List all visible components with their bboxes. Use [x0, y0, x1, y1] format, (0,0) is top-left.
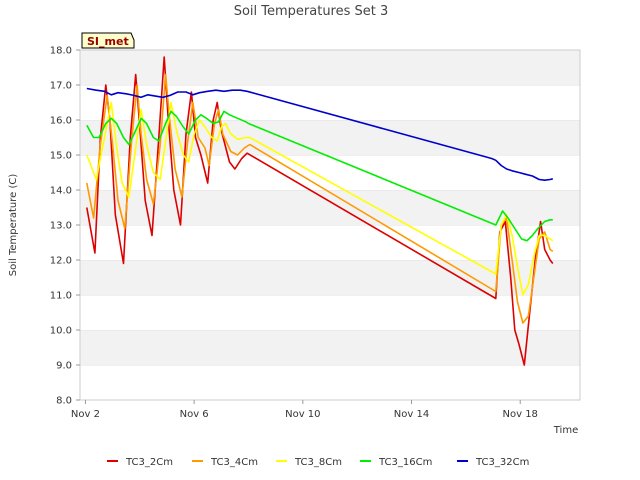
x-axis-label: Time	[553, 425, 578, 436]
y-tick-label: 16.0	[50, 116, 72, 127]
legend-item: TC3_2Cm	[107, 457, 173, 468]
grid-band	[80, 260, 580, 295]
legend-label: TC3_32Cm	[475, 457, 529, 468]
station-badge-label: SI_met	[87, 35, 129, 48]
x-tick-label: Nov 10	[285, 409, 320, 420]
y-tick-label: 15.0	[50, 151, 72, 162]
legend: TC3_2Cm TC3_4Cm TC3_8Cm TC3_16Cm TC3_32Cm	[107, 457, 529, 468]
y-tick-label: 8.0	[56, 396, 72, 407]
y-tick-label: 14.0	[50, 186, 72, 197]
y-tick-label: 12.0	[50, 256, 72, 267]
y-tick-label: 11.0	[50, 291, 72, 302]
grid-band	[80, 190, 580, 225]
series-line-tc3-16cm	[86, 110, 553, 242]
grid-band	[80, 50, 580, 85]
grid-bands	[80, 49, 580, 400]
legend-item: TC3_32Cm	[457, 457, 529, 468]
grid-band	[80, 295, 580, 330]
y-axis-label: Soil Temperature (C)	[8, 174, 19, 277]
series-lines	[86, 56, 554, 366]
series-line-tc3-32cm	[86, 87, 554, 181]
x-tick-label: Nov 6	[180, 409, 209, 420]
x-axis-ticks: Nov 2 Nov 6 Nov 10 Nov 14 Nov 18	[71, 400, 538, 420]
grid-band	[80, 330, 580, 365]
series-line-tc3-4cm	[86, 73, 554, 324]
legend-item: TC3_16Cm	[360, 457, 432, 468]
y-tick-label: 9.0	[56, 361, 72, 372]
legend-label: TC3_16Cm	[378, 457, 432, 468]
y-tick-label: 10.0	[50, 326, 72, 337]
legend-label: TC3_2Cm	[125, 457, 173, 468]
y-axis-ticks: 8.0 9.0 10.0 11.0 12.0 13.0 14.0 15.0 16.0 17.0 18…	[50, 46, 80, 407]
station-badge-box	[81, 32, 135, 49]
station-badge: SI_met	[81, 32, 135, 49]
grid-band	[80, 365, 580, 400]
chart-title: Soil Temperatures Set 3	[234, 4, 389, 19]
legend-item: TC3_8Cm	[276, 457, 342, 468]
y-tick-label: 18.0	[50, 46, 72, 57]
x-tick-label: Nov 2	[71, 409, 100, 420]
series-line-tc3-8cm	[86, 101, 554, 296]
y-tick-label: 17.0	[50, 81, 72, 92]
legend-label: TC3_4Cm	[210, 457, 258, 468]
x-tick-label: Nov 18	[503, 409, 538, 420]
x-tick-label: Nov 14	[394, 409, 429, 420]
grid-band	[80, 120, 580, 155]
legend-item: TC3_4Cm	[192, 457, 258, 468]
grid-band	[80, 225, 580, 260]
series-line-tc3-2cm	[86, 56, 554, 366]
y-tick-label: 13.0	[50, 221, 72, 232]
legend-label: TC3_8Cm	[294, 457, 342, 468]
